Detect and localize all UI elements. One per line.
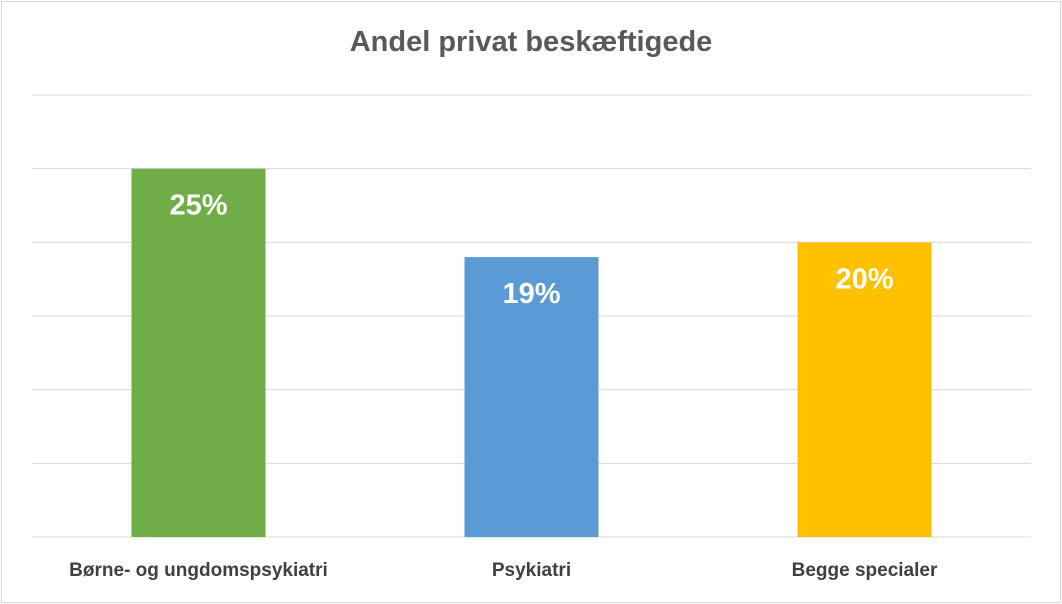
- bar: [797, 242, 932, 538]
- data-label: 19%: [502, 278, 560, 310]
- chart-title: Andel privat beskæftigede: [349, 26, 713, 58]
- bar: [464, 257, 599, 537]
- bar: [131, 168, 266, 537]
- category-label: Børne- og ungdomspsykiatri: [69, 560, 328, 581]
- category-label: Begge specialer: [792, 560, 938, 581]
- category-label: Psykiatri: [492, 560, 571, 581]
- data-label: 20%: [835, 263, 893, 295]
- data-label: 25%: [169, 190, 227, 222]
